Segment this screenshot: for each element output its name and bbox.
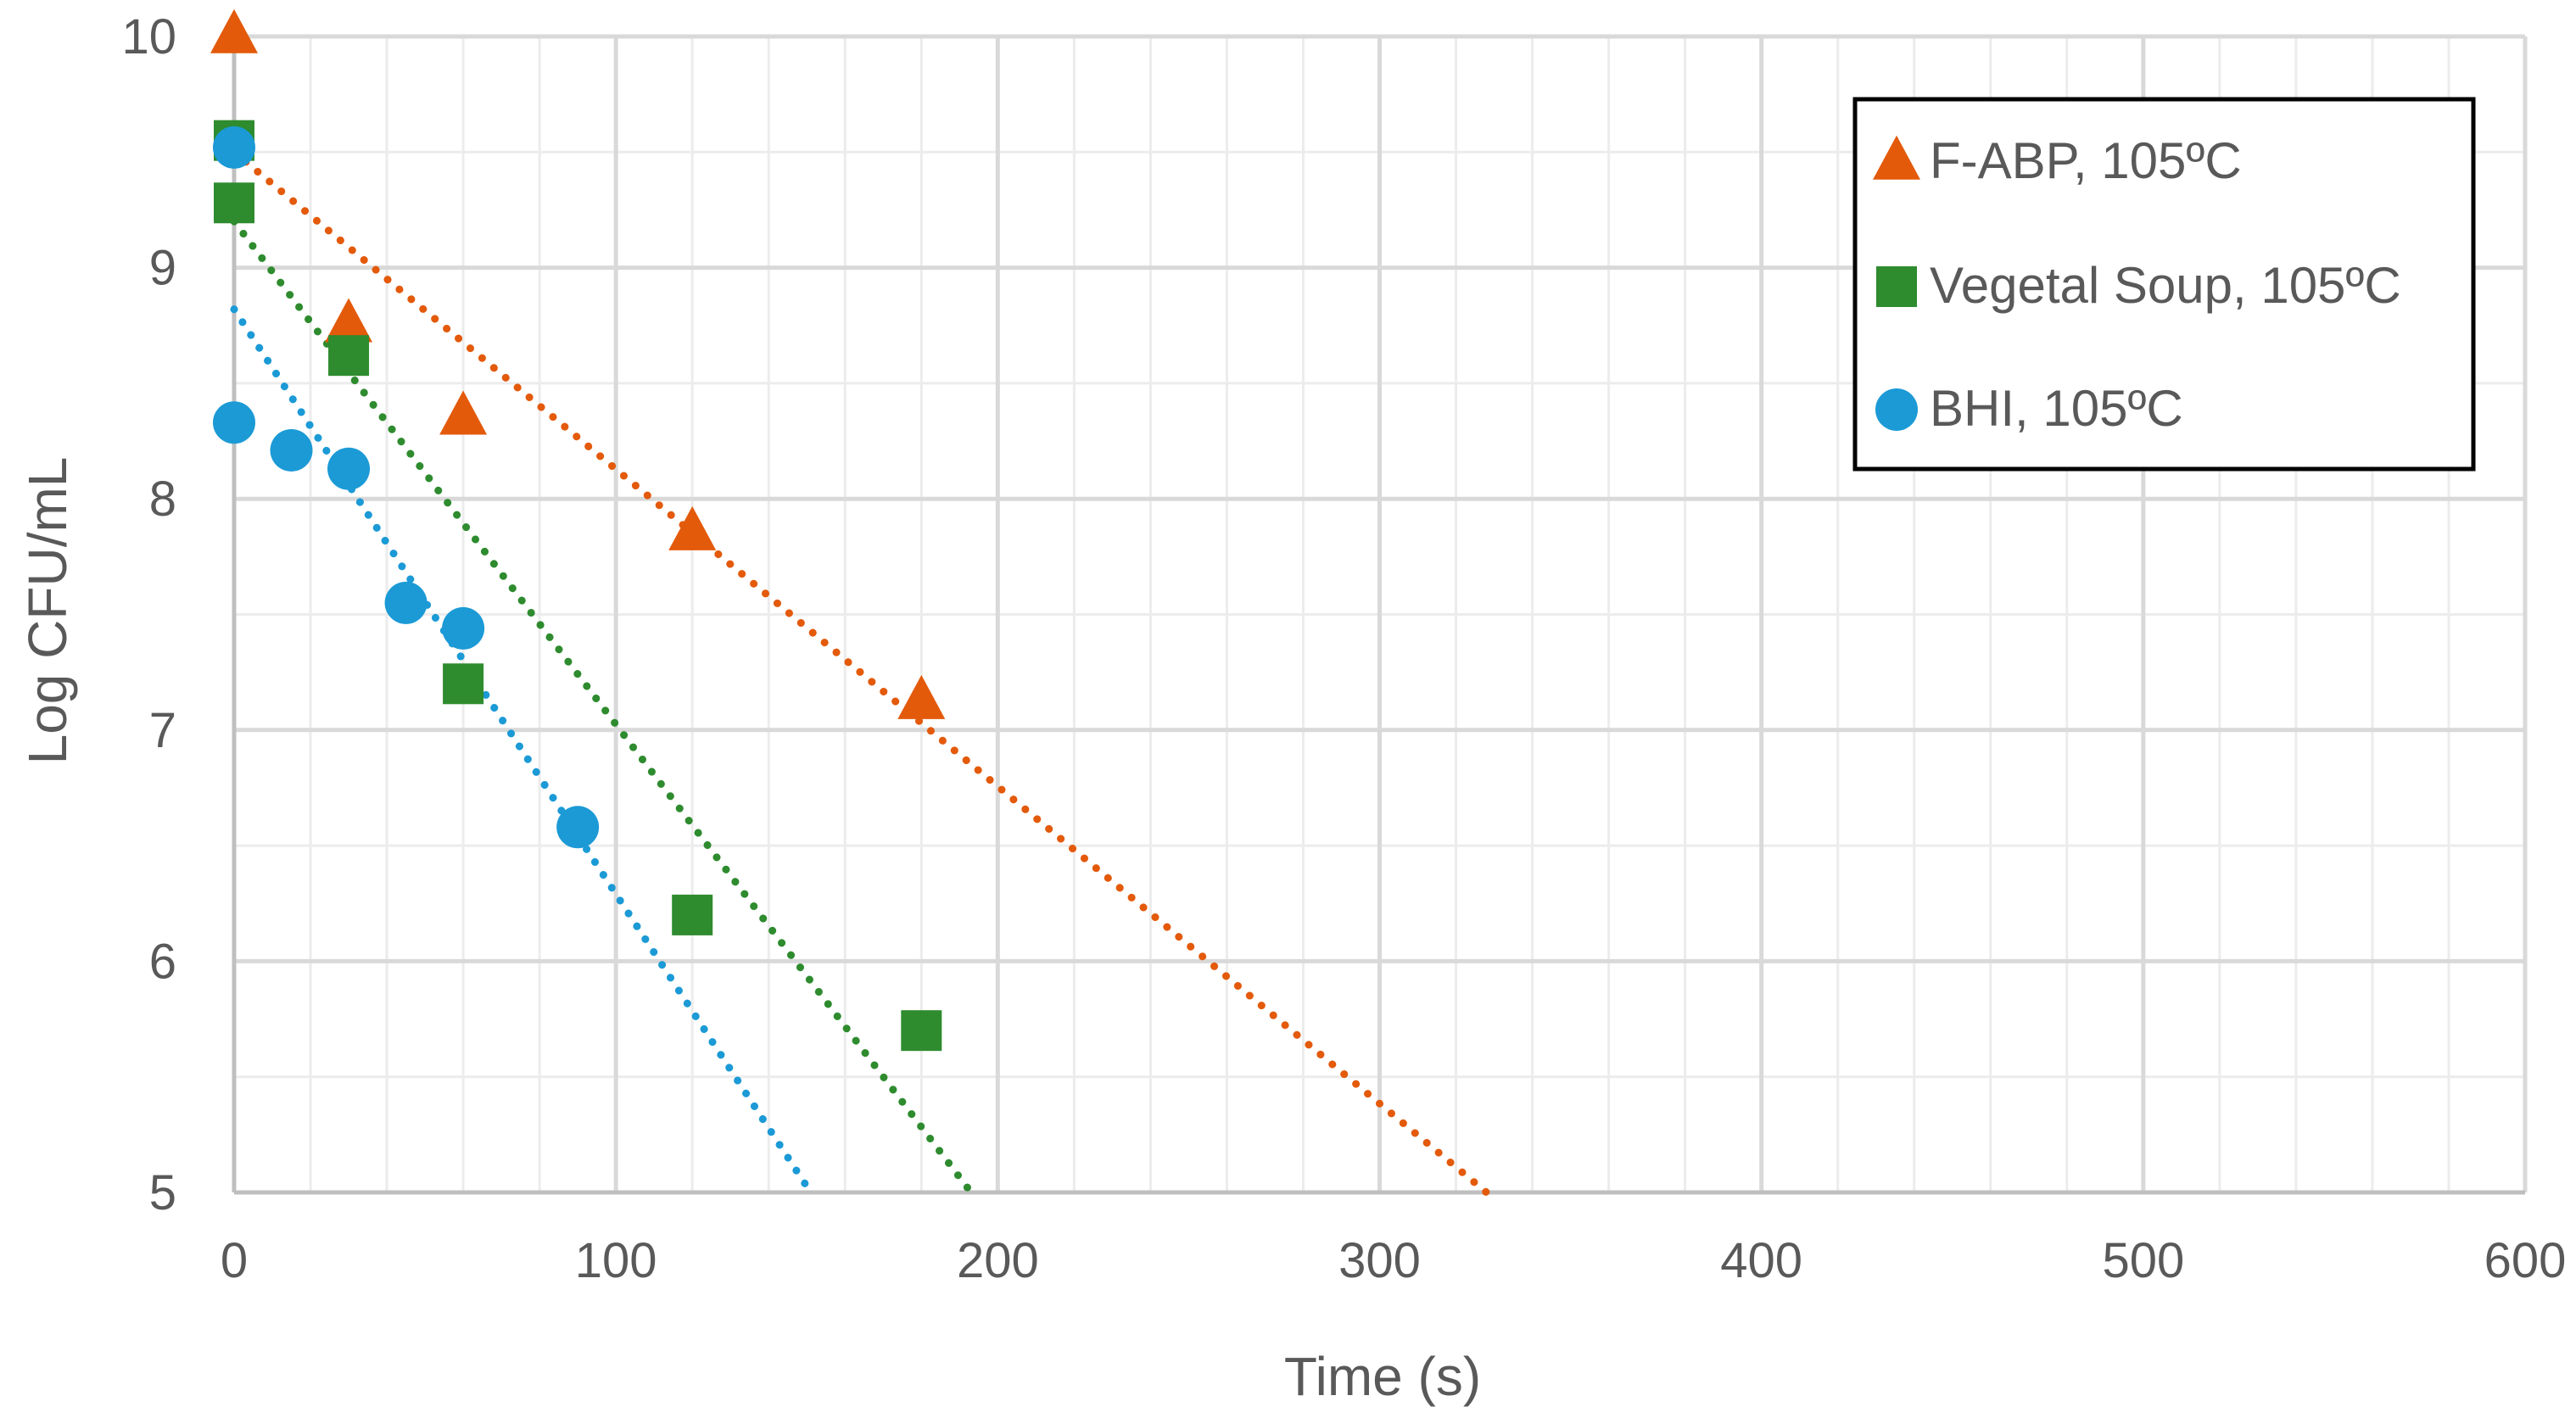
x-tick-label: 400 xyxy=(1720,1233,1802,1288)
trendline-bhi xyxy=(230,305,815,1197)
x-tick-label: 600 xyxy=(2484,1233,2567,1288)
y-axis-title: Log CFU/mL xyxy=(17,457,78,765)
data-point-f-abp xyxy=(325,298,373,343)
legend-marker-vegetal-soup xyxy=(1876,266,1917,307)
data-point-bhi xyxy=(213,126,255,169)
legend-entry-bhi: BHI, 105ºC xyxy=(1875,380,2183,437)
x-axis-title: Time (s) xyxy=(1284,1346,1481,1407)
data-point-vegetal-soup xyxy=(214,182,254,224)
x-tick-label: 300 xyxy=(1338,1233,1421,1288)
legend-marker-f-abp xyxy=(1873,135,1920,180)
data-point-vegetal-soup xyxy=(901,1010,942,1052)
data-point-bhi xyxy=(327,447,371,490)
legend-marker-bhi xyxy=(1875,388,1918,431)
legend-label-bhi: BHI, 105ºC xyxy=(1930,380,2183,437)
x-tick-label: 100 xyxy=(575,1233,657,1288)
legend-box xyxy=(1852,97,2476,472)
y-tick-label: 7 xyxy=(149,703,176,758)
trendline-vegetal-soup xyxy=(230,217,975,1197)
data-point-f-abp xyxy=(439,390,488,435)
data-point-f-abp xyxy=(897,674,946,719)
x-tick-label: 500 xyxy=(2102,1233,2184,1288)
y-tick-label: 10 xyxy=(121,9,176,64)
axes xyxy=(232,36,2525,1195)
data-point-f-abp xyxy=(210,8,258,53)
x-tick-label: 200 xyxy=(957,1233,1039,1288)
y-tick-label: 9 xyxy=(149,241,176,296)
y-tick-label: 5 xyxy=(149,1165,176,1220)
legend-label-f-abp: F-ABP, 105ºC xyxy=(1930,132,2242,189)
legend: F-ABP, 105ºC Vegetal Soup, 105ºC BHI, 10… xyxy=(1852,97,2476,472)
data-point-bhi xyxy=(384,581,427,624)
legend-label-vegetal-soup: Vegetal Soup, 105ºC xyxy=(1930,257,2401,314)
y-axis-tick-labels: 5 6 7 8 9 10 xyxy=(121,9,176,1220)
y-tick-label: 8 xyxy=(149,472,176,527)
data-point-bhi xyxy=(556,806,600,849)
trendline-f-abp xyxy=(230,148,1491,1197)
data-points xyxy=(210,8,946,1052)
data-point-vegetal-soup xyxy=(328,335,370,377)
y-tick-label: 6 xyxy=(149,934,176,989)
data-point-vegetal-soup xyxy=(443,663,484,705)
data-point-bhi xyxy=(442,606,485,650)
legend-entry-vegetal-soup: Vegetal Soup, 105ºC xyxy=(1876,257,2401,314)
x-axis-tick-labels: 0 100 200 300 400 500 600 xyxy=(221,1233,2567,1288)
legend-entry-f-abp: F-ABP, 105ºC xyxy=(1873,132,2242,189)
data-point-f-abp xyxy=(668,505,717,550)
data-point-vegetal-soup xyxy=(672,894,713,935)
data-point-bhi xyxy=(270,428,313,472)
x-tick-label: 0 xyxy=(221,1233,248,1288)
trendlines xyxy=(230,148,1491,1197)
data-point-bhi xyxy=(213,401,255,444)
